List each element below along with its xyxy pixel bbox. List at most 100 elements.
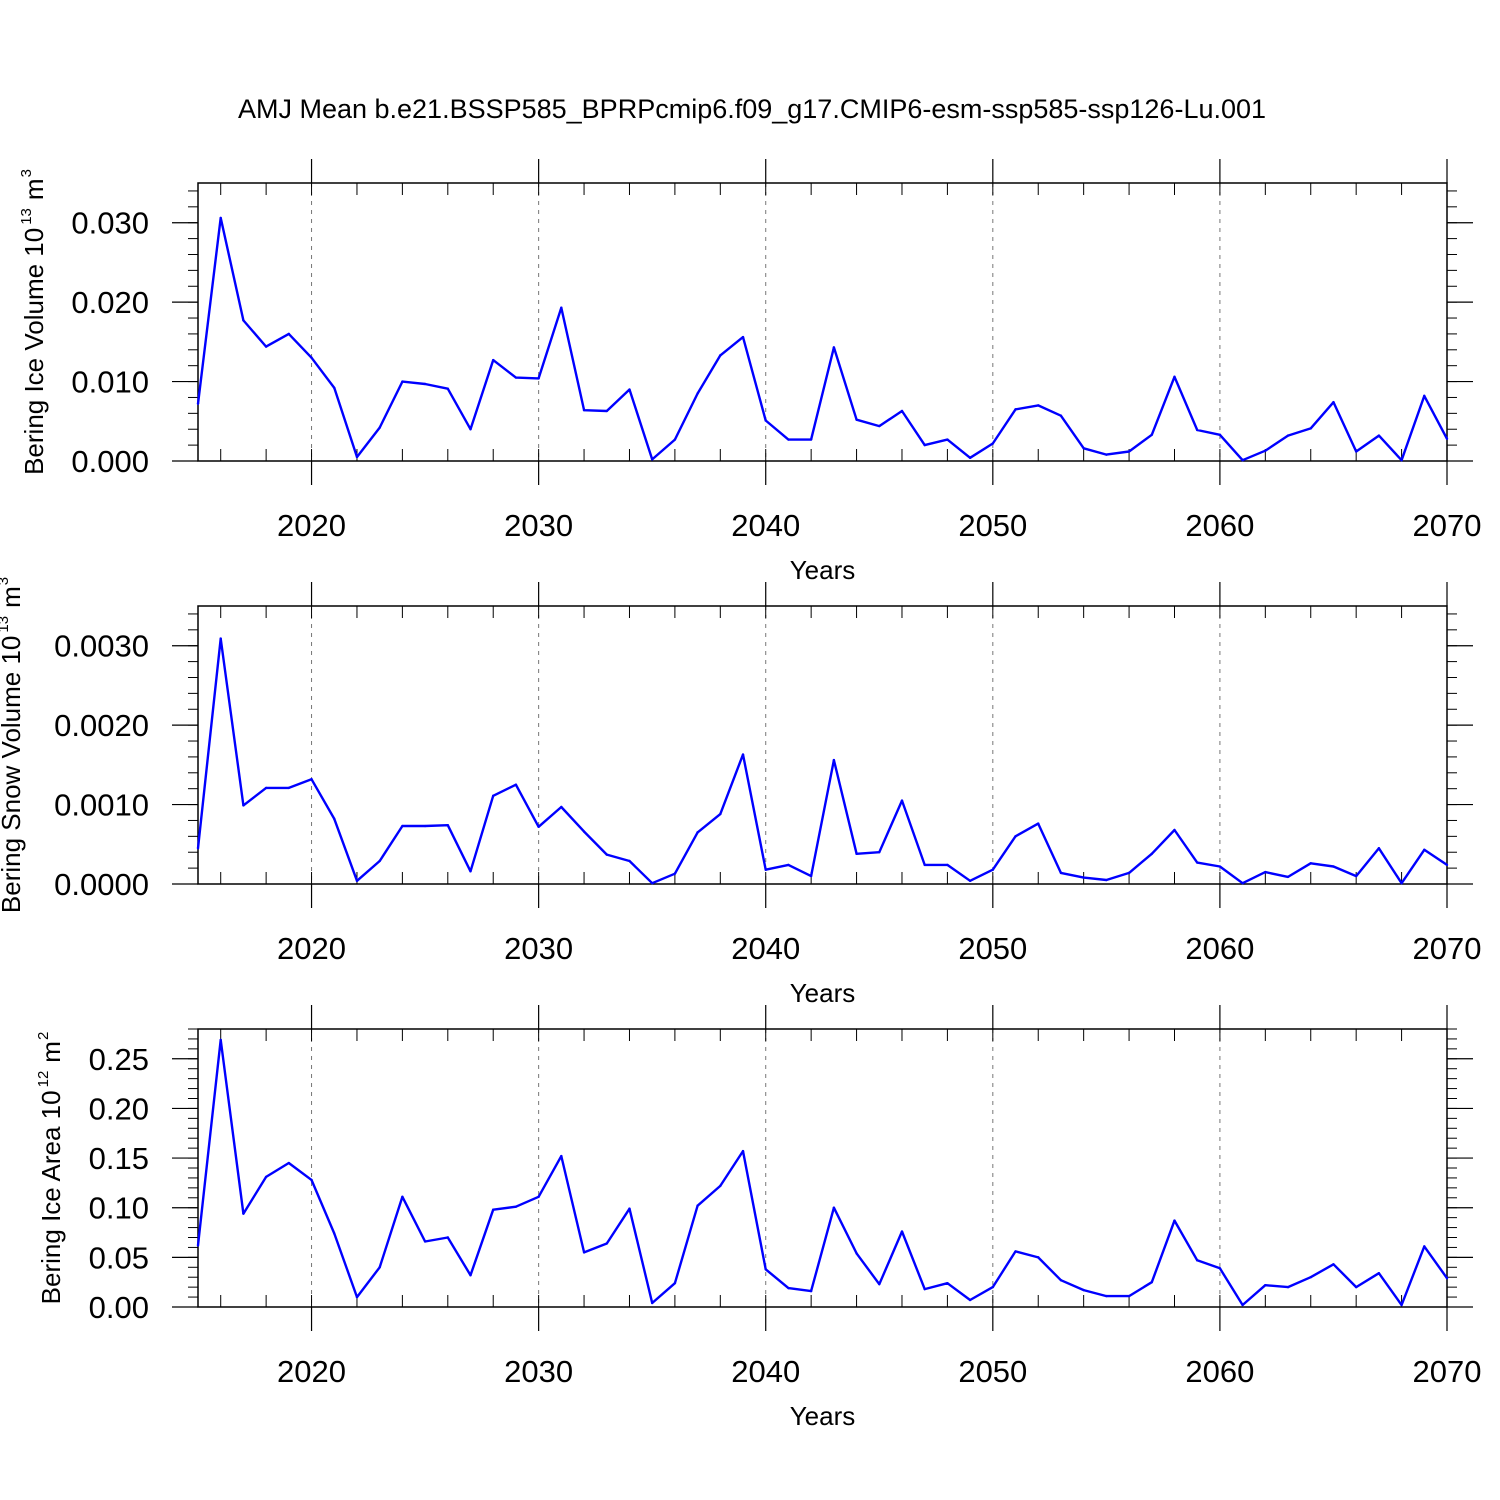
x-tick-label: 2020 bbox=[277, 508, 346, 543]
data-point bbox=[1105, 453, 1108, 456]
chart-title: AMJ Mean b.e21.BSSP585_BPRPcmip6.f09_g17… bbox=[238, 94, 1266, 124]
y-axis-label-text: Bering Ice Area 10 bbox=[36, 1090, 66, 1304]
data-point bbox=[923, 1287, 926, 1291]
data-point bbox=[1218, 865, 1222, 868]
data-point bbox=[673, 438, 677, 441]
data-point bbox=[287, 786, 291, 790]
data-point bbox=[1173, 1219, 1176, 1222]
data-point bbox=[333, 817, 336, 821]
data-point bbox=[605, 1242, 608, 1245]
y-tick-label: 0.15 bbox=[89, 1141, 149, 1176]
panel-2: 2020 2030 2040 2050 2060 2070 0.0000 0.0010 0.00… bbox=[0, 577, 1481, 1008]
data-point bbox=[991, 442, 995, 445]
data-point bbox=[242, 1212, 245, 1215]
x-tick-label: 2050 bbox=[958, 931, 1027, 966]
data-point bbox=[809, 1289, 813, 1293]
data-point bbox=[1082, 447, 1085, 450]
data-point bbox=[1150, 1280, 1153, 1284]
y-tick-label: 0.010 bbox=[71, 365, 149, 400]
series-line bbox=[196, 1038, 1448, 1307]
data-point bbox=[423, 824, 427, 828]
x-tick-label: 2050 bbox=[958, 508, 1027, 543]
data-point bbox=[1173, 375, 1176, 379]
y-axis-label-exponent: 13 bbox=[18, 208, 35, 225]
data-point bbox=[1354, 450, 1358, 453]
y-axis-label-unit-exponent: 3 bbox=[18, 169, 35, 177]
x-tick-label: 2030 bbox=[504, 931, 573, 966]
plot-frame bbox=[197, 182, 1448, 462]
data-point bbox=[719, 354, 722, 357]
data-point bbox=[1059, 1278, 1063, 1282]
data-point bbox=[719, 1184, 722, 1188]
x-axis-label: Years bbox=[790, 978, 856, 1008]
data-point bbox=[1196, 1259, 1199, 1262]
data-point bbox=[333, 386, 336, 390]
data-point bbox=[1286, 1285, 1290, 1289]
data-point bbox=[423, 382, 427, 386]
data-point bbox=[1445, 863, 1449, 867]
data-point bbox=[469, 1274, 472, 1277]
data-point bbox=[1445, 1277, 1449, 1280]
data-point bbox=[855, 418, 858, 421]
series-line bbox=[196, 216, 1449, 462]
data-point bbox=[1423, 394, 1426, 398]
data-point bbox=[537, 825, 540, 829]
data-point bbox=[946, 438, 949, 441]
x-tick-label: 2060 bbox=[1185, 508, 1254, 543]
data-point bbox=[1377, 847, 1381, 850]
data-point bbox=[1196, 861, 1199, 864]
y-axis-label: Bering Ice Volume 10 13 m3 bbox=[18, 169, 49, 475]
data-point bbox=[1059, 414, 1063, 417]
data-point bbox=[378, 1266, 381, 1269]
data-point bbox=[333, 1232, 336, 1235]
data-point bbox=[310, 1178, 313, 1182]
y-tick-label: 0.25 bbox=[89, 1042, 149, 1077]
data-point bbox=[469, 870, 472, 873]
data-point bbox=[219, 637, 222, 640]
data-point bbox=[514, 1205, 518, 1208]
data-point bbox=[287, 1161, 291, 1165]
data-point bbox=[492, 358, 495, 362]
y-axis-label-unit-exponent: 2 bbox=[35, 1032, 52, 1040]
data-point bbox=[673, 872, 677, 875]
x-tick-label: 2050 bbox=[958, 1354, 1027, 1389]
data-point bbox=[1037, 822, 1040, 825]
data-point bbox=[1105, 1294, 1108, 1298]
data-point bbox=[1445, 437, 1449, 440]
data-point bbox=[196, 402, 200, 406]
data-point bbox=[1105, 878, 1108, 882]
data-point bbox=[1127, 1294, 1131, 1298]
data-point bbox=[787, 863, 790, 867]
data-point bbox=[1377, 1272, 1381, 1275]
y-axis-label-text: Bering Ice Volume 10 bbox=[19, 228, 49, 475]
data-point bbox=[582, 408, 586, 412]
x-tick-label: 2040 bbox=[731, 508, 800, 543]
data-point bbox=[355, 879, 359, 883]
data-point bbox=[605, 853, 608, 856]
y-axis-label-unit-exponent: 3 bbox=[0, 577, 12, 585]
series-line bbox=[196, 637, 1448, 885]
y-axis-label-exponent: 13 bbox=[0, 616, 12, 633]
x-tick-label: 2040 bbox=[731, 1354, 800, 1389]
data-point bbox=[378, 426, 381, 429]
data-point bbox=[787, 438, 790, 441]
data-point bbox=[1286, 875, 1290, 879]
data-point bbox=[560, 805, 563, 809]
data-point bbox=[1264, 870, 1267, 874]
data-point bbox=[582, 830, 586, 833]
data-point bbox=[1150, 433, 1153, 436]
data-point bbox=[855, 1252, 858, 1255]
data-point bbox=[242, 319, 245, 322]
data-point bbox=[991, 1285, 995, 1289]
x-tick-label: 2020 bbox=[277, 1354, 346, 1389]
data-point bbox=[809, 874, 813, 878]
data-point bbox=[923, 863, 926, 867]
data-point bbox=[1423, 848, 1426, 852]
data-point bbox=[968, 1298, 972, 1302]
y-tick-label: 0.020 bbox=[71, 285, 149, 320]
data-point bbox=[741, 753, 745, 756]
y-tick-label: 0.030 bbox=[71, 206, 149, 241]
data-point bbox=[628, 1207, 631, 1210]
data-point bbox=[514, 376, 518, 379]
data-point bbox=[196, 847, 200, 850]
